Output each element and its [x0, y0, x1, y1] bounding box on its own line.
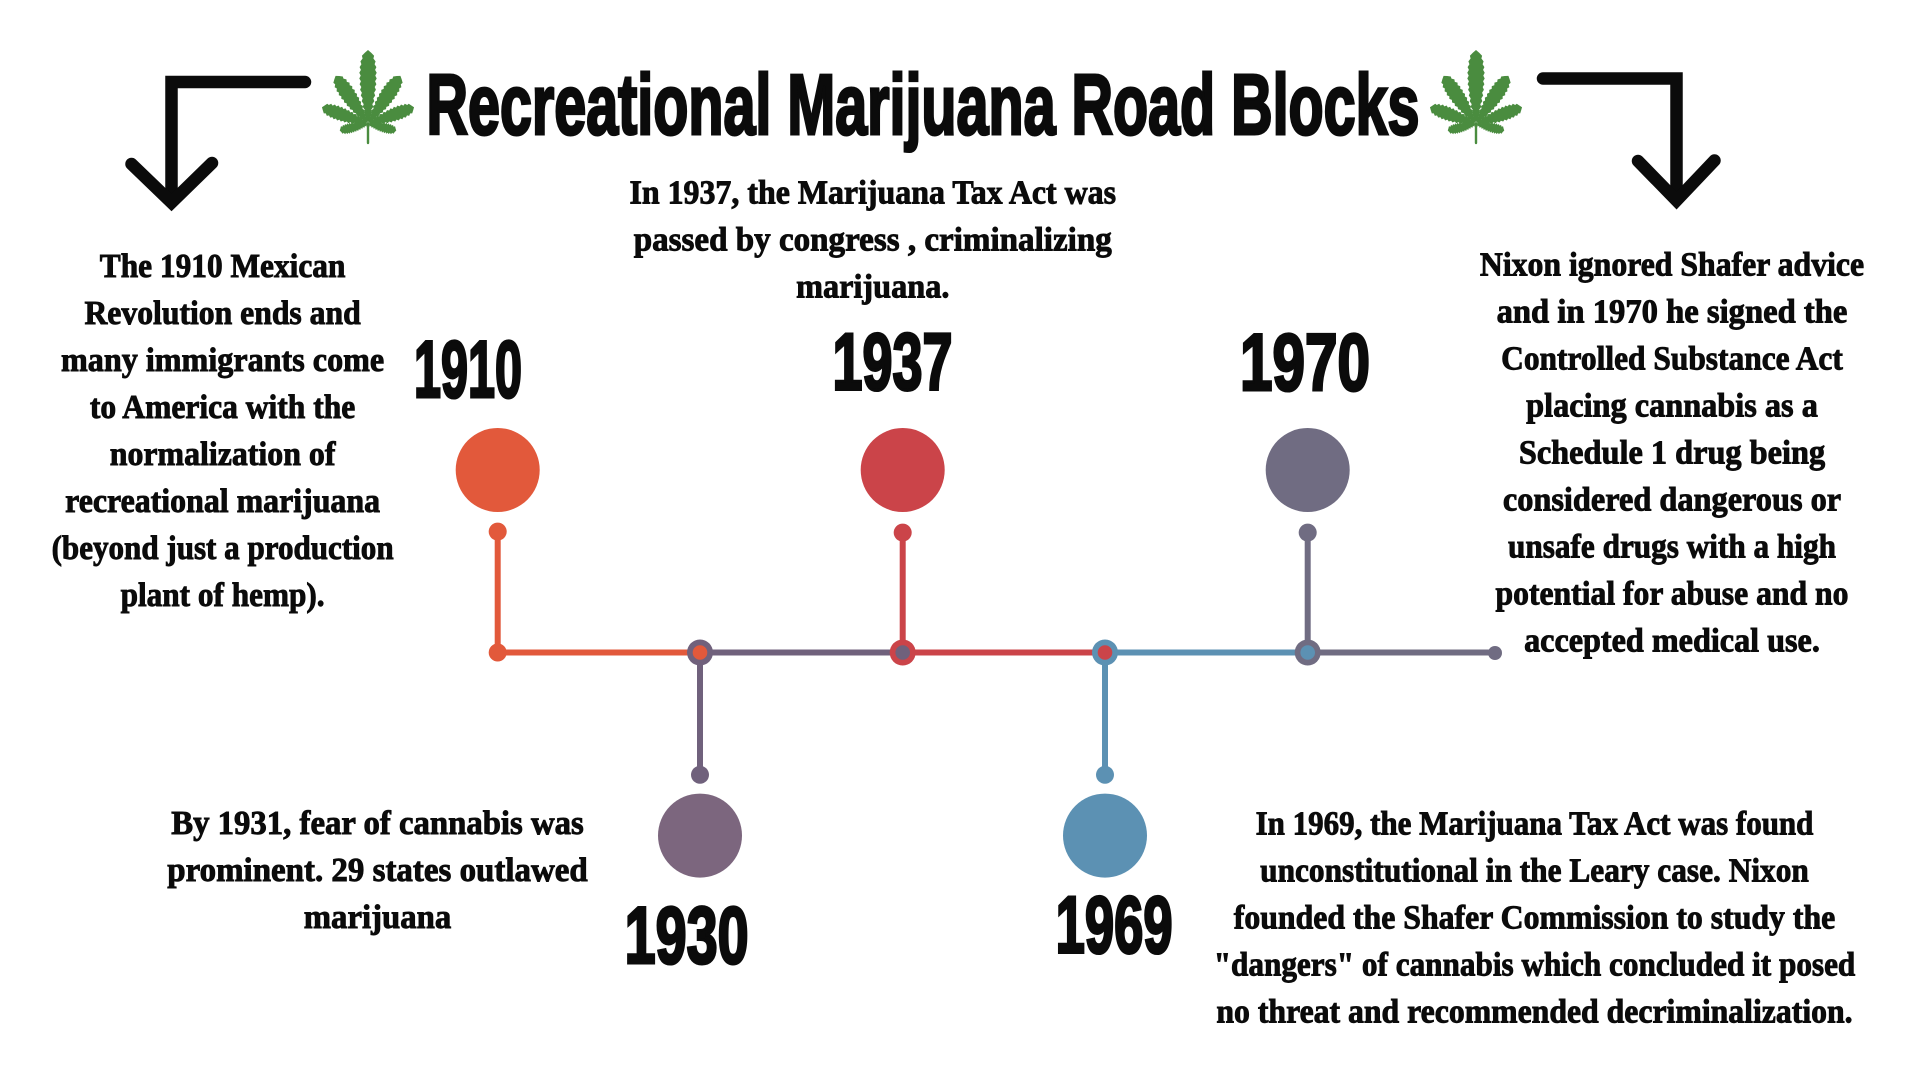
svg-text:unsafe drugs with a high: unsafe drugs with a high [1508, 528, 1836, 565]
svg-text:plant of hemp).: plant of hemp). [121, 577, 325, 614]
svg-text:1937: 1937 [833, 317, 953, 407]
svg-text:marijuana.: marijuana. [796, 269, 949, 306]
svg-text:By 1931, fear of cannabis was: By 1931, fear of cannabis was [171, 805, 584, 842]
svg-text:1930: 1930 [625, 891, 749, 981]
svg-text:Controlled Substance Act: Controlled Substance Act [1501, 340, 1843, 377]
svg-text:1969: 1969 [1056, 881, 1173, 971]
svg-text:marijuana: marijuana [304, 899, 452, 936]
svg-text:to America with the: to America with the [90, 389, 355, 426]
svg-text:In 1969, the Marijuana Tax Act: In 1969, the Marijuana Tax Act was found [1256, 805, 1814, 842]
svg-text:founded the Shafer Commission: founded the Shafer Commission to study t… [1234, 899, 1836, 936]
svg-text:(beyond just a production: (beyond just a production [52, 530, 394, 567]
svg-text:The 1910 Mexican: The 1910 Mexican [100, 248, 346, 285]
svg-text:and in 1970 he signed the: and in 1970 he signed the [1497, 293, 1848, 330]
svg-text:Revolution ends and: Revolution ends and [84, 295, 360, 332]
svg-text:considered dangerous or: considered dangerous or [1503, 481, 1841, 518]
svg-text:Schedule 1 drug being: Schedule 1 drug being [1519, 434, 1825, 471]
svg-text:placing cannabis as a: placing cannabis as a [1526, 387, 1818, 424]
svg-text:normalization of: normalization of [110, 436, 336, 473]
svg-text:potential for abuse and no: potential for abuse and no [1496, 575, 1849, 612]
svg-text:prominent. 29 states outlawed: prominent. 29 states outlawed [167, 852, 588, 889]
svg-text:accepted medical use.: accepted medical use. [1524, 622, 1820, 659]
svg-text:"dangers" of cannabis which co: "dangers" of cannabis which concluded it… [1214, 946, 1856, 983]
svg-text:1970: 1970 [1240, 318, 1370, 408]
svg-text:1910: 1910 [414, 325, 522, 415]
svg-text:Nixon ignored Shafer advice: Nixon ignored Shafer advice [1480, 246, 1864, 283]
svg-text:passed by congress , criminali: passed by congress , criminalizing [634, 222, 1112, 259]
svg-text:unconstitutional in the Leary: unconstitutional in the Leary case. Nixo… [1260, 852, 1809, 889]
svg-text:In 1937, the Marijuana Tax Act: In 1937, the Marijuana Tax Act was [629, 175, 1116, 212]
svg-text:no threat and recommended decr: no threat and recommended decriminalizat… [1216, 993, 1852, 1030]
svg-text:Recreational Marijuana Road Bl: Recreational Marijuana Road Blocks [427, 58, 1420, 153]
svg-text:many immigrants come: many immigrants come [61, 342, 384, 379]
svg-text:recreational marijuana: recreational marijuana [65, 483, 380, 520]
